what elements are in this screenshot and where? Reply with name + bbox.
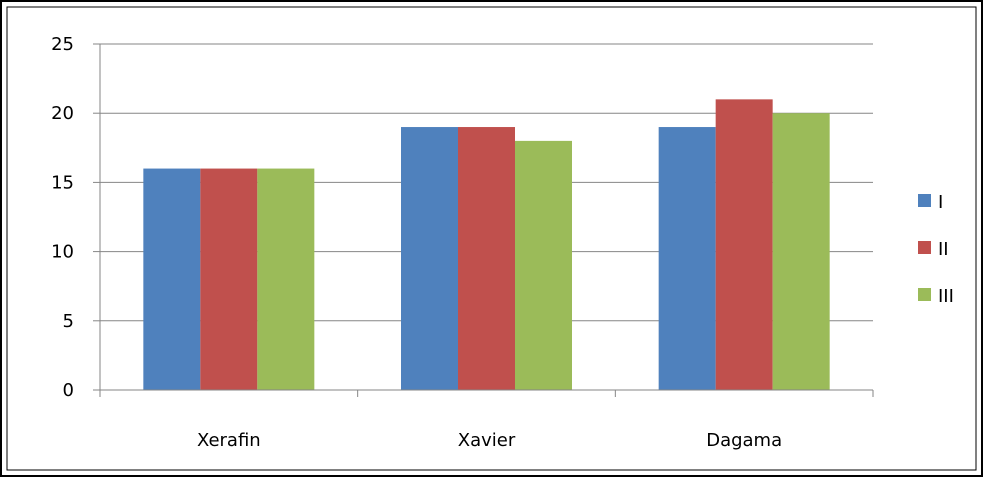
y-tick-label: 5 bbox=[63, 311, 74, 332]
legend-swatch-iii bbox=[918, 288, 931, 301]
bar-xerafin-iii bbox=[257, 168, 315, 390]
x-category-label: Xerafin bbox=[197, 430, 261, 451]
x-category-labels: Xerafin Xavier Dagama bbox=[197, 430, 782, 451]
bar-xavier-ii bbox=[458, 127, 515, 390]
y-tick-label: 15 bbox=[51, 172, 74, 193]
legend-label: I bbox=[938, 192, 943, 213]
y-tick-label: 10 bbox=[51, 242, 74, 263]
y-tick-label: 25 bbox=[51, 34, 74, 55]
bar-xavier-iii bbox=[515, 140, 572, 390]
bars bbox=[143, 99, 830, 391]
y-tick-label: 0 bbox=[63, 380, 74, 401]
bar-xerafin-i bbox=[143, 168, 201, 390]
x-category-label: Xavier bbox=[458, 430, 516, 451]
y-tick-label: 20 bbox=[51, 103, 74, 124]
bar-xavier-i bbox=[401, 127, 458, 390]
bar-dagama-iii bbox=[772, 113, 830, 390]
legend-label: II bbox=[938, 239, 949, 260]
bar-xerafin-ii bbox=[200, 168, 258, 390]
inner-border bbox=[6, 6, 977, 471]
legend-swatch-i bbox=[918, 194, 931, 207]
axes bbox=[93, 43, 874, 397]
bar-dagama-i bbox=[658, 127, 716, 390]
legend-swatch-ii bbox=[918, 241, 931, 254]
y-tick-labels: 0 5 10 15 20 25 bbox=[51, 34, 74, 401]
bar-dagama-ii bbox=[715, 99, 773, 391]
legend-label: III bbox=[938, 286, 954, 307]
x-category-label: Dagama bbox=[706, 430, 782, 451]
